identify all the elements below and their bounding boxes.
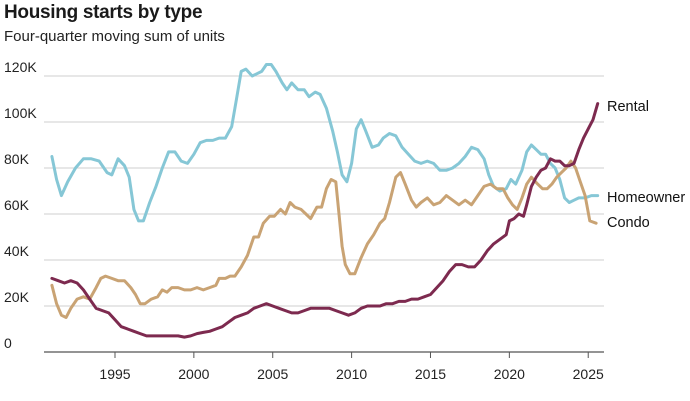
x-tick-label: 1995 xyxy=(99,366,130,382)
y-axis-ticks: 0 20K 40K 60K 80K 100K 120K xyxy=(4,59,37,351)
x-tick-label: 2025 xyxy=(573,366,604,382)
y-tick-label: 0 xyxy=(4,335,12,351)
y-tick-label: 100K xyxy=(4,105,37,121)
x-axis-ticks: 1995 2000 2005 2010 2015 2020 2025 xyxy=(99,352,604,382)
series-label-homeowner: Homeowner xyxy=(607,190,685,206)
x-tick-label: 2000 xyxy=(178,366,209,382)
series-lines xyxy=(50,63,600,339)
x-tick-label: 2005 xyxy=(257,366,288,382)
y-tick-label: 80K xyxy=(4,151,30,167)
series-labels: Rental Homeowner Condo xyxy=(607,99,685,231)
series-line-homeowner xyxy=(50,63,600,223)
chart-subtitle: Four-quarter moving sum of units xyxy=(4,28,225,45)
series-label-rental: Rental xyxy=(607,99,649,115)
x-tick-label: 2020 xyxy=(494,366,525,382)
x-tick-label: 2015 xyxy=(415,366,446,382)
series-label-condo: Condo xyxy=(607,215,650,231)
gridlines xyxy=(44,75,604,353)
y-tick-label: 20K xyxy=(4,289,30,305)
series-line-condo xyxy=(50,159,598,319)
y-tick-label: 40K xyxy=(4,243,30,259)
chart-title: Housing starts by type xyxy=(4,2,203,23)
series-line-rental xyxy=(50,102,600,339)
y-tick-label: 60K xyxy=(4,197,30,213)
y-tick-label: 120K xyxy=(4,59,37,75)
x-tick-label: 2010 xyxy=(336,366,367,382)
